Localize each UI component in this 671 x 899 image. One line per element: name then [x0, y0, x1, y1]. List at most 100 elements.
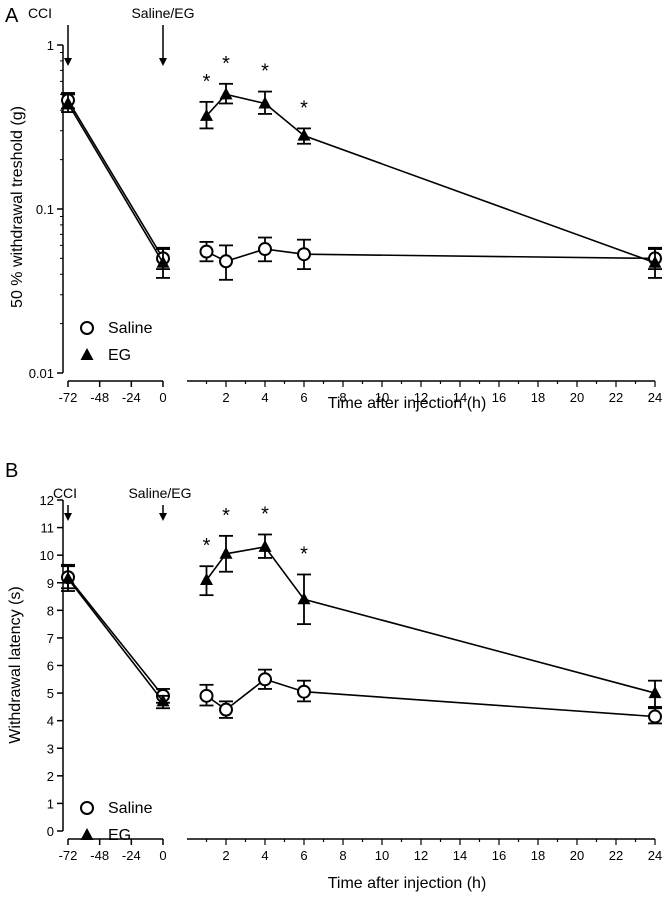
panel-b-legend-eg-marker: [80, 828, 94, 840]
panel-b-significance-star: *: [261, 503, 269, 525]
panel-a-annotation-saline-eg: Saline/EG: [131, 5, 194, 21]
panel-b-x-tick-label: 4: [261, 848, 268, 863]
panel-a-letter: A: [5, 5, 19, 27]
panel-b-saline-point: [199, 688, 214, 703]
panel-a-annotation-cci: CCI: [28, 5, 52, 21]
panel-b-eg-point: [648, 686, 662, 699]
panel-a-eg-point: [219, 87, 233, 100]
panel-a-eg-point: [297, 128, 311, 141]
panel-b-saline-point: [258, 672, 272, 687]
panel-b-xlabel: Time after injection (h): [328, 875, 487, 892]
panel-a-eg-point: [648, 255, 662, 268]
panel-b-x-tick-label: 6: [300, 848, 307, 863]
panel-a-x-tick-label: 6: [300, 390, 307, 405]
panel-a-eg-point: [258, 96, 272, 109]
panel-a-x-tick-label: -24: [122, 390, 141, 405]
panel-b-significance-star: *: [203, 535, 211, 557]
panel-b-saline-eg-arrow-head: [159, 513, 167, 521]
panel-b-y-tick-label: 12: [40, 493, 54, 508]
panel-b-saline-point: [297, 684, 311, 699]
panel-a-saline-point: [297, 247, 311, 262]
panel-a-series-saline-line: [206, 248, 656, 263]
panel-b-x-tick-label: -48: [90, 848, 109, 863]
panel-b-eg-point: [219, 546, 233, 559]
panel-b-y-tick-label: 9: [47, 576, 54, 591]
panel-a-x-tick-label: 2: [222, 390, 229, 405]
panel-b: B Withdrawal latency (s) Time after inje…: [5, 460, 662, 892]
panel-b-x-tick-label: 12: [414, 848, 428, 863]
panel-a-significance-star: *: [222, 53, 230, 75]
panel-a-x-tick-label: 14: [453, 390, 467, 405]
panel-a-significance-star: *: [300, 97, 308, 119]
panel-a-legend-eg: EG: [108, 347, 131, 364]
panel-b-series-eg-line: [205, 546, 656, 694]
panel-b-y-tick-label: 11: [41, 521, 55, 536]
panel-b-x-tick-label: 0: [159, 848, 166, 863]
panel-b-y-tick-label: 0: [47, 824, 54, 839]
panel-b-y-tick-label: 7: [47, 631, 54, 646]
panel-b-annotation-saline-eg: Saline/EG: [128, 485, 191, 501]
panel-a-y-tick-label: 0.1: [36, 202, 54, 217]
panel-a-x-tick-label: 4: [261, 390, 268, 405]
panel-b-letter: B: [5, 460, 18, 482]
panel-b-eg-point: [297, 592, 311, 605]
panel-b-y-tick-label: 3: [47, 741, 54, 756]
panel-a-xlabel: Time after injection (h): [328, 395, 487, 412]
panel-a-plot: 0.010.11-72 -48 -24 0 2 4 6 8 10 12 14 16 18 20 22 24**…: [29, 25, 662, 405]
panel-a-saline-eg-arrow-head: [159, 58, 167, 66]
panel-b-y-tick-label: 6: [47, 659, 54, 674]
panel-a-x-tick-label: 16: [492, 390, 506, 405]
panel-b-ylabel: Withdrawal latency (s): [7, 586, 24, 743]
panel-a-legend-eg-marker: [80, 348, 94, 360]
panel-a-ylabel: 50 % withdrawal treshold (g): [9, 106, 26, 308]
panel-b-significance-star: *: [222, 505, 230, 527]
panel-b-x-tick-label: 16: [492, 848, 506, 863]
panel-a-x-tick-label: 18: [531, 390, 545, 405]
panel-b-x-tick-label: 14: [453, 848, 467, 863]
panel-b-legend-eg: EG: [108, 827, 131, 844]
panel-a-x-tick-label: 8: [339, 390, 346, 405]
panel-a-legend-saline-marker: [80, 321, 94, 335]
panel-a-x-tick-label: 0: [159, 390, 166, 405]
panel-b-legend-saline: Saline: [108, 800, 153, 817]
panel-b-series-eg-line: [67, 578, 164, 702]
panel-b-eg-point: [61, 571, 75, 584]
panel-a-eg-point: [61, 96, 75, 109]
panel-a-series-eg-line: [67, 103, 164, 264]
panel-b-eg-point: [200, 572, 213, 585]
panel-a-significance-star: *: [261, 61, 269, 83]
panel-a-eg-point: [200, 108, 213, 121]
panel-b-x-tick-label: 8: [339, 848, 346, 863]
panel-a-series-eg-line: [205, 93, 656, 264]
panel-b-annotation-cci: CCI: [53, 485, 77, 501]
panel-a-series-saline-line: [67, 99, 164, 259]
panel-a-eg-point: [156, 255, 170, 268]
panel-b-y-tick-label: 1: [47, 796, 54, 811]
panel-b-series-saline-line: [67, 576, 164, 697]
panel-a-y-tick-label: 0.01: [29, 366, 54, 381]
panel-b-y-tick-label: 2: [47, 769, 54, 784]
panel-a-significance-star: *: [203, 71, 211, 93]
panel-a-x-tick-label: 20: [570, 390, 584, 405]
panel-b-eg-point: [258, 539, 272, 552]
panel-b-saline-point: [648, 709, 662, 724]
panel-a-x-tick-label: -48: [90, 390, 109, 405]
panel-a-legend-saline: Saline: [108, 320, 153, 337]
panel-b-significance-star: *: [300, 543, 308, 565]
panel-a-saline-point: [199, 244, 214, 259]
panel-b-x-tick-label: -24: [122, 848, 141, 863]
panel-b-y-tick-label: 10: [40, 548, 54, 563]
panel-b-x-tick-label: 22: [609, 848, 623, 863]
panel-a-x-tick-label: -72: [59, 390, 78, 405]
panel-b-x-tick-label: -72: [59, 848, 78, 863]
panel-b-y-tick-label: 5: [47, 686, 54, 701]
panel-b-y-tick-label: 4: [47, 714, 54, 729]
panel-a-x-tick-label: 12: [414, 390, 428, 405]
panel-a-x-tick-label: 24: [648, 390, 662, 405]
panel-a-y-tick-label: 1: [47, 38, 54, 53]
panel-b-legend-saline-marker: [80, 801, 94, 815]
panel-a-x-tick-label: 10: [375, 390, 389, 405]
panel-b-series-saline-line: [206, 678, 656, 718]
